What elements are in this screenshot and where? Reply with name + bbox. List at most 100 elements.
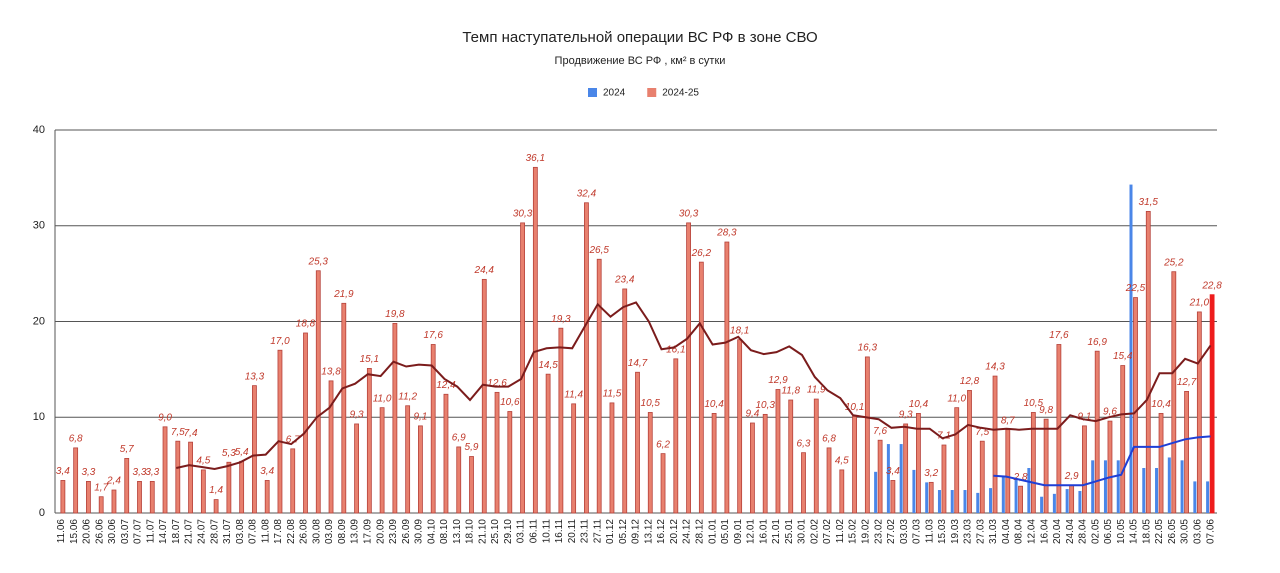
value-label: 15,4: [1113, 351, 1133, 362]
bar: [532, 166, 538, 514]
x-tick-label: 16.12: [656, 519, 667, 544]
value-label: 10,5: [641, 398, 661, 409]
bar: [609, 402, 615, 514]
value-label: 3,2: [924, 468, 938, 479]
value-label: 26,2: [691, 248, 712, 259]
x-tick-label: 02.05: [1090, 519, 1101, 544]
bar: [686, 222, 691, 514]
x-tick-label: 11.07: [145, 519, 156, 544]
legend-swatch: [647, 88, 657, 97]
bar: [941, 444, 947, 514]
value-label: 9,1: [413, 412, 427, 423]
bar: [826, 447, 832, 514]
x-tick-label: 05.12: [618, 519, 629, 544]
bar: [584, 202, 589, 514]
bar: [864, 356, 870, 514]
value-label: 36,1: [526, 153, 545, 164]
x-tick-label: 24.12: [682, 519, 693, 544]
x-tick-label: 24.04: [1065, 519, 1076, 544]
value-label: 24,4: [474, 265, 495, 276]
bar: [443, 393, 449, 514]
bar: [226, 461, 232, 514]
value-label: 9,3: [899, 410, 913, 421]
value-label: 11,2: [398, 391, 417, 402]
x-tick-label: 20.09: [375, 519, 386, 544]
value-label: 9,8: [1039, 405, 1053, 416]
value-label: 28,3: [716, 228, 737, 239]
bar: [1001, 476, 1005, 513]
value-label: 6,7: [286, 434, 300, 445]
x-tick-label: 19.02: [860, 519, 871, 544]
x-tick-label: 20.04: [1052, 519, 1063, 544]
x-tick-label: 25.10: [490, 519, 501, 544]
bar: [976, 492, 980, 513]
bar: [903, 423, 909, 514]
bar: [1142, 467, 1146, 513]
bar: [354, 423, 359, 514]
value-label: 7,1: [937, 431, 951, 442]
bar: [950, 490, 954, 513]
bar: [711, 413, 717, 514]
bar: [737, 339, 743, 514]
value-label: 3,4: [260, 466, 274, 477]
x-tick-label: 30.05: [1180, 519, 1191, 544]
value-label: 14,5: [538, 360, 558, 371]
bar: [188, 441, 193, 514]
bar: [366, 368, 372, 514]
x-tick-label: 19.03: [950, 519, 961, 544]
value-label: 19,3: [551, 314, 571, 325]
x-tick-label: 08.10: [439, 519, 450, 544]
value-label: 8,7: [1001, 415, 1015, 426]
bar: [813, 398, 819, 514]
bar: [989, 488, 993, 513]
y-tick-label: 10: [33, 411, 45, 423]
bar: [1005, 429, 1011, 514]
x-tick-label: 16.04: [1039, 519, 1050, 544]
bar: [1129, 184, 1133, 513]
bar: [762, 413, 768, 514]
x-tick-label: 07.07: [133, 519, 144, 544]
value-label: 12,7: [1177, 377, 1197, 388]
bar: [963, 490, 967, 513]
bar: [303, 332, 308, 514]
bar: [967, 390, 972, 514]
bar: [877, 439, 883, 514]
x-tick-label: 18.05: [1141, 519, 1152, 544]
y-tick-label: 40: [33, 124, 45, 136]
y-tick-label: 20: [33, 315, 45, 327]
y-tick-label: 30: [33, 220, 45, 232]
x-tick-label: 04.10: [426, 519, 437, 544]
value-label: 12,9: [768, 375, 788, 386]
bar: [1040, 496, 1044, 513]
bar: [1171, 271, 1177, 514]
bar: [912, 469, 916, 513]
x-tick-label: 12.04: [1026, 519, 1037, 544]
bar: [111, 489, 117, 514]
x-tick-label: 12.01: [746, 519, 757, 544]
bar: [979, 440, 985, 514]
bar: [698, 261, 704, 514]
bar: [124, 458, 130, 514]
x-tick-label: 17.08: [273, 519, 284, 544]
x-tick-label: 21.01: [771, 519, 782, 544]
x-tick-label: 30.06: [107, 519, 118, 544]
x-tick-label: 11.03: [924, 519, 935, 544]
x-tick-label: 29.10: [503, 519, 514, 544]
value-label: 9,6: [1103, 407, 1117, 418]
bar: [1184, 390, 1189, 514]
legend-label: 2024: [603, 88, 626, 99]
value-label: 7,5: [975, 427, 989, 438]
value-label: 7,4: [184, 428, 198, 439]
value-label: 6,3: [797, 438, 811, 449]
value-label: 13,8: [321, 367, 341, 378]
value-label: 5,3: [222, 448, 236, 459]
value-label: 6,8: [822, 434, 836, 445]
x-tick-label: 06.11: [528, 519, 539, 544]
value-label: 12,8: [960, 376, 980, 387]
bar: [98, 496, 104, 514]
bar: [1082, 425, 1087, 514]
bar: [277, 349, 283, 514]
bar: [890, 480, 896, 514]
value-label: 17,6: [423, 330, 443, 341]
